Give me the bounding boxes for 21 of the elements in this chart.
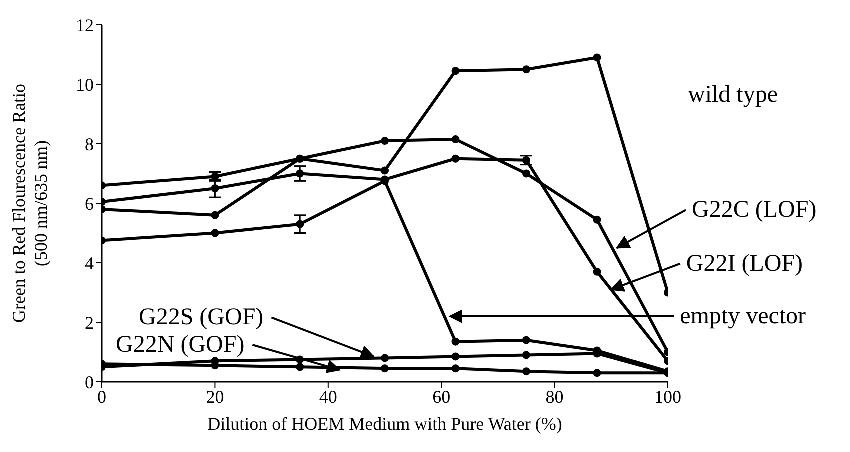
- annotation: empty vector: [680, 304, 806, 330]
- y-tick-label: 12: [76, 15, 94, 36]
- y-tick-label: 2: [85, 312, 94, 333]
- annotation: G22S (GOF): [138, 304, 264, 331]
- text: wild type: [688, 82, 778, 108]
- annotation: G22I (LOF): [686, 250, 804, 277]
- y-tick-label: 6: [85, 194, 94, 214]
- y-tick-label: 0: [85, 372, 94, 392]
- y-tick-label: 8: [85, 134, 94, 154]
- x-tick-label: 80: [546, 386, 564, 407]
- x-tick-label: 0: [98, 386, 106, 407]
- y-tick-label: 4: [85, 253, 94, 274]
- x-axis-title: Dilution of HOEM Medium with Pure Water (%): [208, 414, 562, 434]
- x-tick-label: 20: [206, 386, 224, 407]
- annotation: G22N (GOF): [116, 332, 245, 358]
- y-tick-label: 10: [76, 74, 94, 95]
- x-tick-label: 40: [319, 386, 338, 407]
- y-axis-title: Green to Red Flourescence Ratio (500 nm/635 nm): [9, 84, 51, 323]
- annotation: G22C (LOF): [692, 197, 817, 224]
- x-tick-label: 60: [432, 386, 451, 407]
- x-tick-label: 100: [654, 386, 682, 407]
